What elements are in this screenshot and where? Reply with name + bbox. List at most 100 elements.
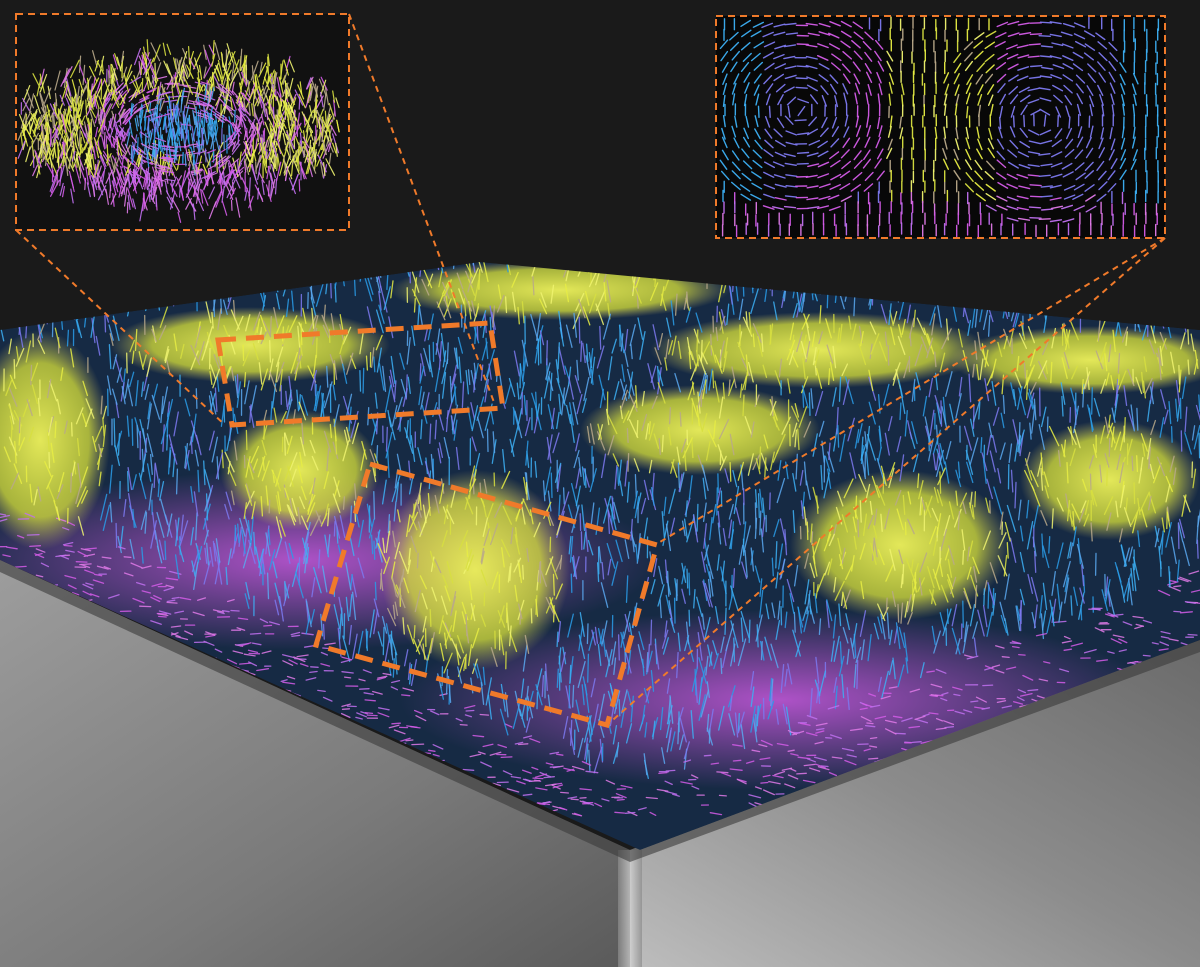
spin-arrow [542, 800, 551, 804]
spin-arrow [267, 528, 271, 546]
spin-arrow [701, 351, 708, 365]
spin-arrow [1032, 283, 1038, 301]
spin-arrow [290, 351, 299, 374]
spin-arrow [628, 419, 639, 439]
spin-arrow [935, 727, 947, 731]
spin-arrow [106, 375, 112, 396]
spin-arrow [752, 333, 755, 348]
spin-arrow [476, 663, 483, 686]
spin-arrow [1097, 319, 1101, 342]
spin-arrow [510, 527, 514, 545]
spin-arrow [1120, 544, 1127, 567]
spin-arrow [696, 503, 699, 532]
spin-arrow [208, 44, 215, 56]
spin-arrow [165, 577, 179, 581]
spin-arrow [184, 630, 194, 636]
spin-arrow [815, 268, 818, 287]
spin-arrow [884, 719, 897, 724]
spin-arrow [573, 449, 580, 469]
spin-arrow [195, 174, 202, 190]
spin-arrow [52, 139, 57, 159]
spin-arrow [1122, 262, 1125, 283]
spin-arrow [340, 659, 353, 664]
spin-arrow [1093, 397, 1101, 417]
spin-arrow [413, 277, 418, 297]
spin-arrow [310, 297, 317, 316]
spin-arrow [138, 262, 144, 268]
spin-arrow [758, 743, 768, 748]
spin-arrow [936, 262, 946, 278]
spin-arrow [112, 262, 117, 272]
spin-arrow [992, 434, 997, 453]
spin-arrow [754, 565, 761, 583]
spin-arrow [299, 496, 306, 510]
spin-arrow [1043, 661, 1051, 664]
spin-arrow [867, 514, 875, 530]
spin-arrow [231, 98, 237, 111]
spin-arrow [1029, 422, 1032, 440]
spin-arrow [989, 450, 996, 473]
spin-arrow [803, 506, 807, 526]
spin-arrow [1142, 380, 1147, 399]
spin-arrow [177, 137, 182, 152]
spin-arrow [1095, 350, 1104, 370]
spin-arrow [59, 555, 70, 560]
spin-arrow [1004, 573, 1010, 600]
spin-arrow [287, 123, 294, 139]
spin-arrow [563, 385, 570, 404]
spin-arrow [712, 504, 717, 524]
spin-arrow [500, 756, 513, 759]
spin-arrow [1165, 295, 1171, 322]
spin-arrow [343, 429, 349, 446]
spin-arrow [974, 305, 979, 328]
spin-arrow [437, 759, 445, 762]
spin-arrow [1023, 362, 1027, 379]
spin-arrow [794, 403, 800, 418]
spin-arrow [842, 379, 850, 406]
spin-arrow [255, 73, 262, 93]
spin-arrow [356, 712, 368, 718]
spin-arrow [244, 380, 250, 405]
spin-arrow [677, 632, 681, 652]
spin-arrow [311, 577, 316, 598]
spin-arrow [644, 722, 648, 738]
spin-arrow [547, 490, 552, 512]
spin-arrow [892, 370, 898, 386]
spin-arrow [771, 396, 774, 417]
spin-arrow [542, 480, 546, 502]
spin-arrow [1157, 347, 1162, 364]
spin-arrow [1135, 376, 1143, 395]
spin-arrow [995, 669, 1005, 674]
spin-arrow [953, 508, 962, 528]
spin-arrow [824, 561, 831, 576]
spin-arrow [1061, 395, 1064, 417]
spin-arrow [85, 99, 88, 115]
spin-arrow [616, 798, 625, 801]
spin-arrow [799, 469, 804, 486]
spin-arrow [979, 358, 984, 380]
spin-arrow [752, 716, 758, 743]
spin-arrow [301, 537, 309, 558]
spin-arrow [1111, 262, 1115, 276]
spin-arrow [653, 558, 658, 578]
spin-arrow [205, 301, 212, 324]
spin-arrow [453, 383, 457, 406]
spin-arrow [166, 63, 173, 79]
spin-arrow [1174, 293, 1177, 321]
spin-arrow [467, 644, 473, 666]
spin-arrow [668, 488, 676, 514]
spin-arrow [934, 351, 937, 368]
spin-arrow [419, 494, 422, 511]
spin-arrow [205, 631, 216, 636]
spin-arrow [997, 341, 1003, 358]
spin-arrow [908, 317, 915, 339]
spin-arrow [762, 774, 771, 778]
spin-arrow [892, 657, 896, 680]
spin-arrow [189, 426, 195, 446]
spin-arrow [531, 766, 539, 771]
spin-arrow [313, 315, 319, 332]
spin-arrow [379, 568, 383, 590]
spin-arrow [34, 553, 45, 559]
spin-arrow [1103, 496, 1114, 516]
spin-arrow [166, 601, 178, 604]
